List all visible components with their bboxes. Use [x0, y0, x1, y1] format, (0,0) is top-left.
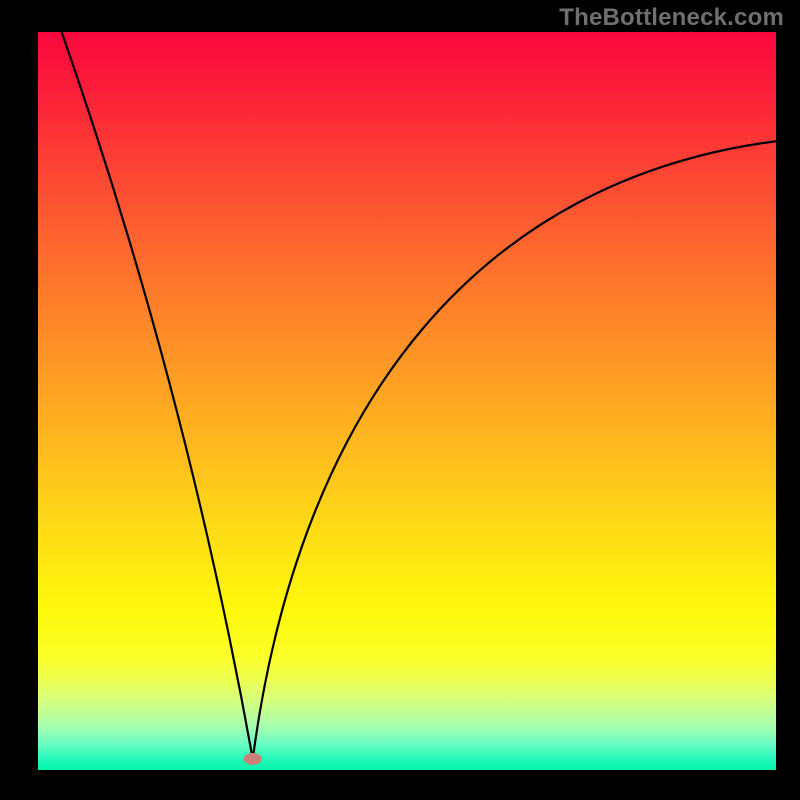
- watermark-label: TheBottleneck.com: [559, 4, 784, 32]
- bottleneck-chart: [0, 0, 800, 800]
- chart-root: { "watermark": { "text": "TheBottleneck.…: [0, 0, 800, 800]
- plot-background: [38, 32, 776, 770]
- curve-minimum-marker: [244, 753, 262, 765]
